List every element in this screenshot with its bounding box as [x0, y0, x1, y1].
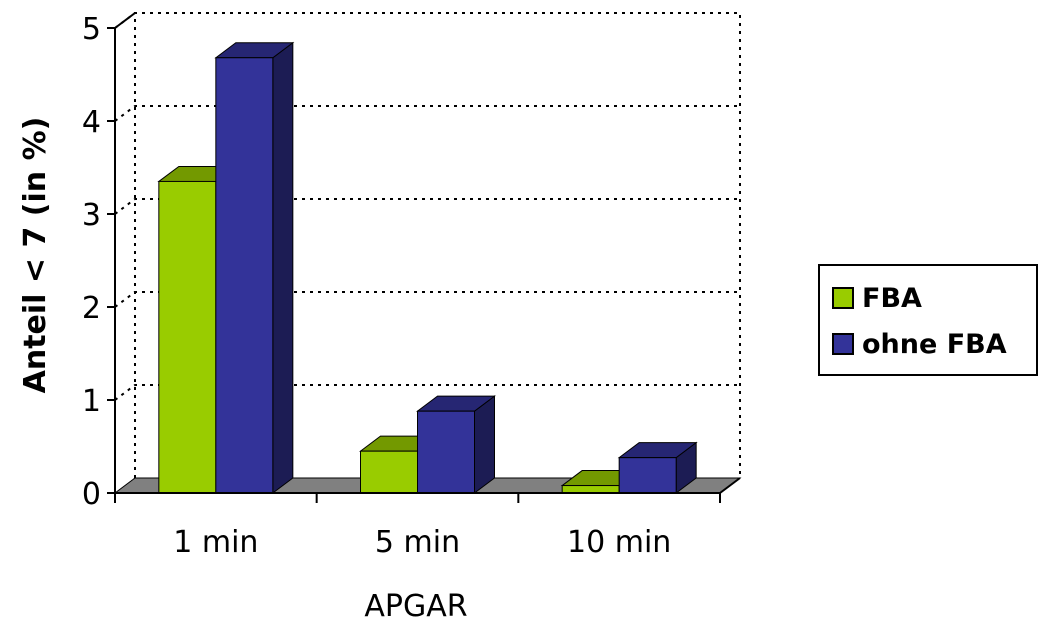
y-tick-label-3: 3: [82, 198, 101, 233]
y-tick-label-0: 0: [82, 477, 101, 512]
legend-swatch-ohne-fba: [832, 333, 854, 355]
bar-front: [158, 180, 217, 494]
x-tick-labels: 1 min 5 min 10 min: [173, 525, 671, 560]
bar-front: [561, 485, 620, 494]
gridline-5: [114, 12, 740, 29]
y-tick-labels: 0 1 2 3 4 5: [82, 12, 101, 512]
chart-walls: [134, 12, 741, 478]
legend-label-ohne-fba: ohne FBA: [862, 328, 1007, 360]
y-tick-label-4: 4: [82, 105, 101, 140]
bar-ohne-fba-1: [214, 41, 295, 494]
gridline-2: [114, 291, 740, 308]
y-tick-label-5: 5: [82, 12, 101, 47]
gridline-1: [114, 384, 740, 401]
y-axis-top-edge: [114, 12, 136, 29]
x-tick-label-2: 5 min: [375, 525, 460, 560]
x-tick-label-3: 10 min: [567, 525, 671, 560]
bar-front: [215, 57, 274, 494]
x-tick-label-1: 1 min: [173, 525, 258, 560]
legend: FBA ohne FBA: [818, 264, 1038, 376]
back-wall-outline: [134, 12, 741, 478]
gridline-3: [114, 198, 740, 215]
bar-side: [272, 41, 294, 494]
x-axis-title: APGAR: [364, 589, 467, 624]
bar-front: [360, 450, 418, 494]
bar-ohne-fba-3: [617, 441, 698, 494]
y-axis-title: Anteil < 7 (in %): [18, 117, 53, 394]
bar-front: [417, 410, 475, 494]
gridline-4: [114, 105, 740, 122]
bar-front: [618, 457, 677, 494]
x-axis-end-edge: [719, 477, 741, 494]
bar-ohne-fba-2: [416, 395, 496, 494]
legend-label-fba: FBA: [862, 282, 922, 314]
axes: [107, 12, 741, 503]
legend-swatch-fba: [832, 287, 854, 309]
legend-item-fba: FBA: [832, 280, 922, 316]
bars: [157, 41, 698, 494]
y-tick-label-1: 1: [82, 384, 101, 419]
bar-side: [474, 395, 495, 494]
y-tick-label-2: 2: [82, 291, 101, 326]
legend-item-ohne-fba: ohne FBA: [832, 326, 1007, 362]
